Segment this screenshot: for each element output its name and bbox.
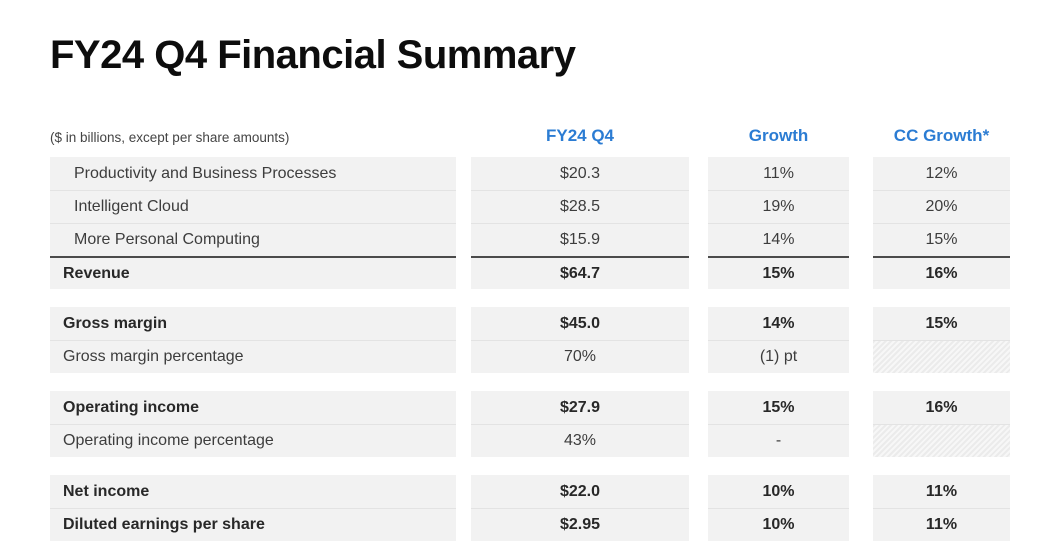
row-label: Gross margin: [50, 307, 456, 340]
fy24-q4-value: $27.9: [471, 391, 689, 424]
cc-growth-value: 16%: [873, 391, 1010, 424]
table-row-revenue: Revenue $64.7 15% 16%: [50, 256, 1010, 289]
row-label: Diluted earnings per share: [50, 508, 456, 541]
growth-value: 11%: [708, 157, 849, 190]
growth-value: 10%: [708, 475, 849, 508]
cc-growth-value: 20%: [873, 190, 1010, 223]
cc-growth-value: 11%: [873, 508, 1010, 541]
table-row-operating-income-percentage: Operating income percentage 43% -: [50, 424, 1010, 457]
fy24-q4-value: $28.5: [471, 190, 689, 223]
row-label: Gross margin percentage: [50, 340, 456, 373]
table-row-operating-income: Operating income $27.9 15% 16%: [50, 391, 1010, 424]
table-row-productivity-business-processes: Productivity and Business Processes $20.…: [50, 157, 1010, 190]
table-row-more-personal-computing: More Personal Computing $15.9 14% 15%: [50, 223, 1010, 256]
fy24-q4-value: $20.3: [471, 157, 689, 190]
table-row-gross-margin: Gross margin $45.0 14% 15%: [50, 307, 1010, 340]
row-label: Intelligent Cloud: [50, 190, 456, 223]
column-header-growth: Growth: [748, 126, 809, 145]
fy24-q4-value: 43%: [471, 424, 689, 457]
fy24-q4-value: $64.7: [471, 256, 689, 289]
table-row-net-income: Net income $22.0 10% 11%: [50, 475, 1010, 508]
fy24-q4-value: $22.0: [471, 475, 689, 508]
growth-value: -: [708, 424, 849, 457]
growth-value: 14%: [708, 223, 849, 256]
slide-content: FY24 Q4 Financial Summary ($ in billions…: [50, 0, 1010, 541]
table-row-gross-margin-percentage: Gross margin percentage 70% (1) pt: [50, 340, 1010, 373]
units-note: ($ in billions, except per share amounts…: [50, 130, 290, 145]
growth-value: 10%: [708, 508, 849, 541]
column-header-cc-growth: CC Growth*: [893, 126, 990, 145]
row-label: Net income: [50, 475, 456, 508]
growth-value: 14%: [708, 307, 849, 340]
table-header-row: ($ in billions, except per share amounts…: [50, 120, 1010, 148]
growth-value: 15%: [708, 256, 849, 289]
cc-growth-value: 11%: [873, 475, 1010, 508]
row-label: Revenue: [50, 256, 456, 289]
table-row-diluted-eps: Diluted earnings per share $2.95 10% 11%: [50, 508, 1010, 541]
hatched-cell: [873, 340, 1010, 373]
cc-growth-value: 12%: [873, 157, 1010, 190]
table-body: Productivity and Business Processes $20.…: [50, 157, 1010, 541]
cc-growth-value: 16%: [873, 256, 1010, 289]
row-label: More Personal Computing: [50, 223, 456, 256]
fy24-q4-value: 70%: [471, 340, 689, 373]
table-row-intelligent-cloud: Intelligent Cloud $28.5 19% 20%: [50, 190, 1010, 223]
row-label: Operating income percentage: [50, 424, 456, 457]
cc-growth-value: 15%: [873, 223, 1010, 256]
growth-value: 19%: [708, 190, 849, 223]
growth-value: 15%: [708, 391, 849, 424]
fy24-q4-value: $15.9: [471, 223, 689, 256]
hatched-cell: [873, 424, 1010, 457]
fy24-q4-value: $2.95: [471, 508, 689, 541]
cc-growth-value: 15%: [873, 307, 1010, 340]
fy24-q4-value: $45.0: [471, 307, 689, 340]
page-title: FY24 Q4 Financial Summary: [50, 33, 576, 77]
column-header-fy24-q4: FY24 Q4: [545, 126, 615, 145]
row-label: Operating income: [50, 391, 456, 424]
growth-value: (1) pt: [708, 340, 849, 373]
row-label: Productivity and Business Processes: [50, 157, 456, 190]
